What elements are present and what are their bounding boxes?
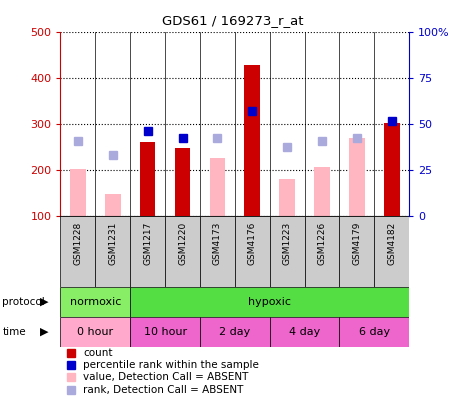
Bar <box>175 148 190 216</box>
Bar <box>140 142 155 216</box>
Bar <box>374 216 409 287</box>
Bar <box>95 216 130 287</box>
Text: GSM4176: GSM4176 <box>248 221 257 265</box>
Bar <box>384 123 399 216</box>
Bar <box>305 216 339 287</box>
Text: GSM4173: GSM4173 <box>213 221 222 265</box>
Bar <box>270 317 339 346</box>
Bar <box>235 216 270 287</box>
Bar <box>70 169 86 216</box>
Bar <box>210 158 225 216</box>
Text: GSM1228: GSM1228 <box>73 221 82 265</box>
Bar <box>314 168 330 216</box>
Text: 2 day: 2 day <box>219 327 251 337</box>
Text: ▶: ▶ <box>40 297 48 307</box>
Bar <box>130 216 165 287</box>
Text: 0 hour: 0 hour <box>77 327 113 337</box>
Bar <box>130 287 409 317</box>
Bar <box>130 317 200 346</box>
Bar <box>270 216 305 287</box>
Bar <box>279 179 295 216</box>
Text: time: time <box>2 327 26 337</box>
Bar <box>339 317 409 346</box>
Bar <box>200 317 270 346</box>
Text: normoxic: normoxic <box>70 297 121 307</box>
Text: GSM1220: GSM1220 <box>178 221 187 265</box>
Text: 10 hour: 10 hour <box>144 327 186 337</box>
Text: GSM4182: GSM4182 <box>387 221 396 265</box>
Text: GSM1226: GSM1226 <box>318 221 326 265</box>
Text: count: count <box>83 348 113 358</box>
Text: GSM1223: GSM1223 <box>283 221 292 265</box>
Bar <box>165 216 200 287</box>
Bar <box>105 194 120 216</box>
Bar <box>60 317 130 346</box>
Bar <box>245 65 260 216</box>
Text: 4 day: 4 day <box>289 327 320 337</box>
Text: GSM1217: GSM1217 <box>143 221 152 265</box>
Text: percentile rank within the sample: percentile rank within the sample <box>83 360 259 370</box>
Text: hypoxic: hypoxic <box>248 297 291 307</box>
Bar <box>339 216 374 287</box>
Bar <box>349 137 365 216</box>
Text: GSM4179: GSM4179 <box>352 221 361 265</box>
Text: rank, Detection Call = ABSENT: rank, Detection Call = ABSENT <box>83 385 244 395</box>
Text: 6 day: 6 day <box>359 327 390 337</box>
Text: protocol: protocol <box>2 297 45 307</box>
Bar <box>60 287 130 317</box>
Text: GDS61 / 169273_r_at: GDS61 / 169273_r_at <box>162 14 303 27</box>
Text: ▶: ▶ <box>40 327 48 337</box>
Bar <box>60 216 95 287</box>
Text: GSM1231: GSM1231 <box>108 221 117 265</box>
Text: value, Detection Call = ABSENT: value, Detection Call = ABSENT <box>83 372 248 383</box>
Bar <box>200 216 235 287</box>
